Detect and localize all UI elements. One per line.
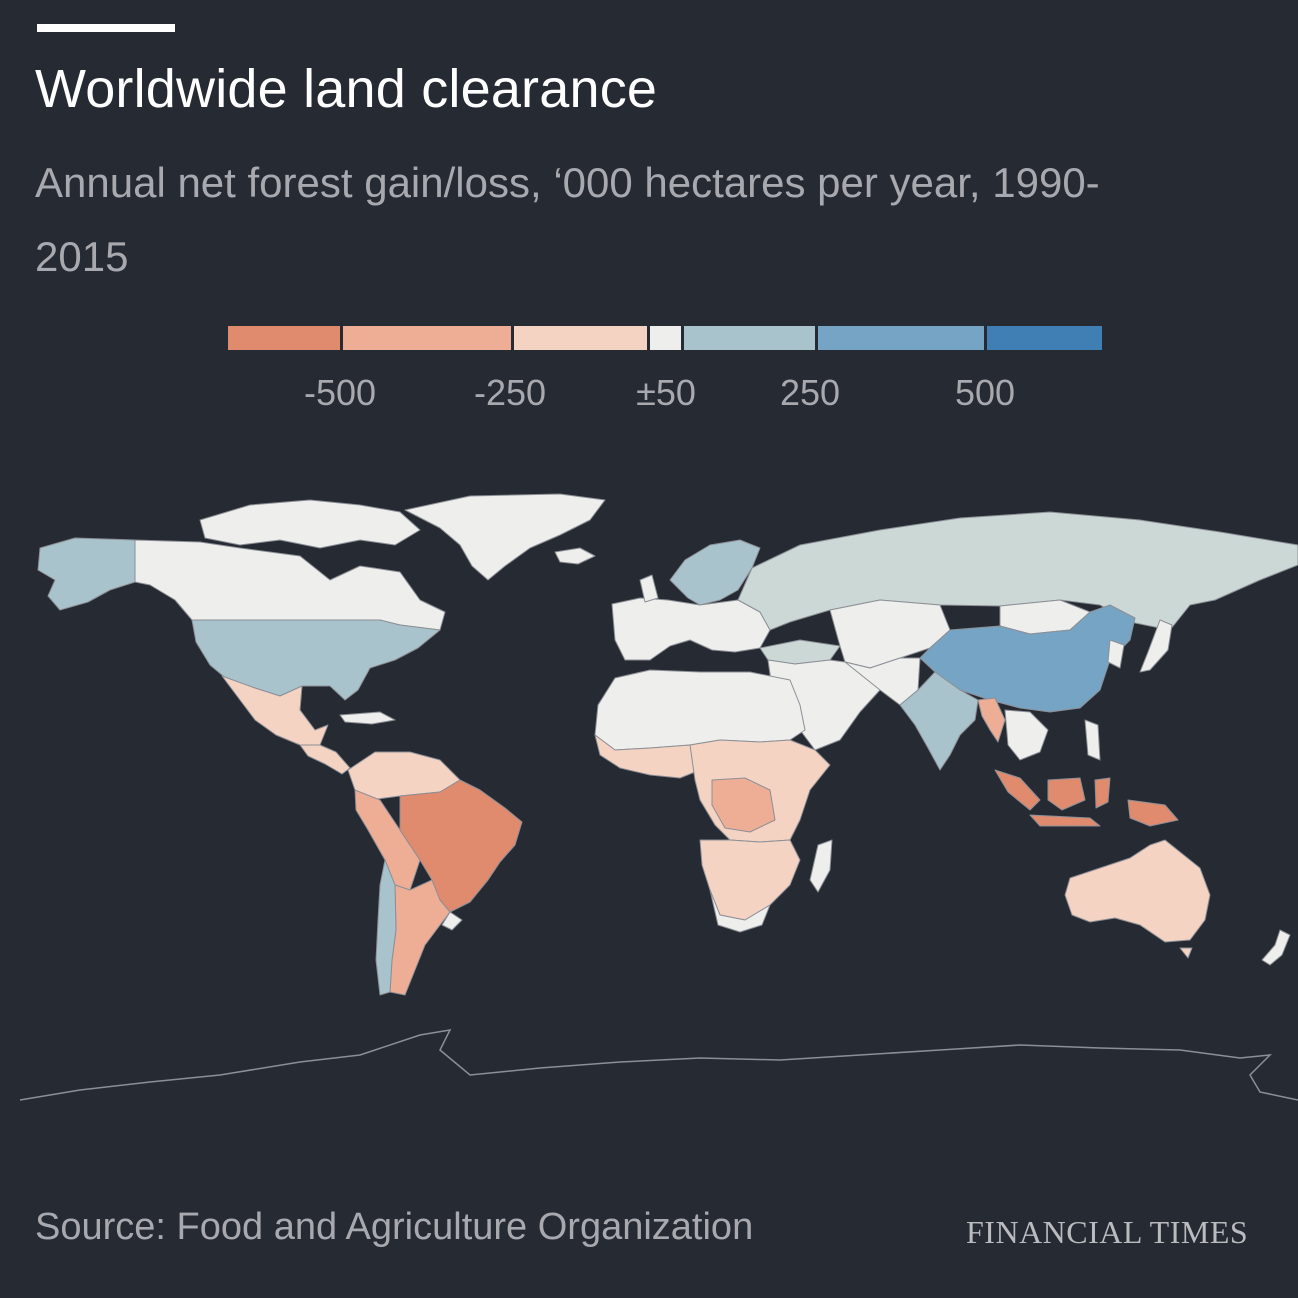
- chart-subtitle: Annual net forest gain/loss, ‘000 hectar…: [35, 159, 1100, 280]
- region-central-asia: [829, 599, 951, 669]
- region-north-africa: [594, 669, 806, 751]
- region-new-zealand: [1261, 929, 1291, 966]
- region-java: [1029, 814, 1101, 827]
- region-korea: [1107, 639, 1125, 669]
- legend-label: -250: [473, 372, 547, 413]
- source-note: Source: Food and Agriculture Organizatio…: [35, 1206, 754, 1248]
- region-iran-afghanistan: [844, 657, 921, 706]
- legend-label: 500: [954, 372, 1016, 413]
- legend-bar: [228, 326, 1102, 350]
- legend-bin-loss-over-500: [228, 326, 340, 350]
- region-southern-africa: [699, 839, 801, 921]
- region-brazil: [399, 779, 523, 913]
- region-antarctica-outline: [19, 1029, 1298, 1101]
- legend-bin-gain-over-500: [987, 326, 1102, 350]
- region-borneo: [1047, 777, 1086, 811]
- legend-bin-gain-50-250: [684, 326, 815, 350]
- ft-top-rule: [37, 24, 175, 32]
- legend-label: ±50: [636, 372, 696, 413]
- chart-title: Worldwide land clearance: [35, 59, 658, 119]
- region-west-africa: [594, 734, 701, 779]
- region-caribbean: [339, 711, 396, 725]
- legend-bin-loss-50-250: [514, 326, 647, 350]
- world-map: [19, 493, 1298, 1101]
- region-sulawesi: [1094, 777, 1111, 809]
- region-malaysia-sumatra: [994, 769, 1041, 811]
- region-uk: [639, 574, 659, 603]
- legend-label: 250: [779, 372, 841, 413]
- region-south-africa: [709, 889, 771, 933]
- region-uruguay: [441, 911, 463, 931]
- region-tasmania: [1179, 947, 1193, 959]
- region-iceland: [554, 547, 596, 565]
- legend-bin-loss-250-500: [343, 326, 511, 350]
- legend-bin-neutral: [650, 326, 681, 350]
- region-chile: [375, 859, 397, 996]
- ft-logo: FINANCIAL TIMES: [966, 1214, 1249, 1250]
- region-europe: [611, 597, 771, 661]
- region-canada: [134, 539, 446, 631]
- region-japan: [1139, 619, 1173, 673]
- legend-bin-gain-250-500: [818, 326, 984, 350]
- region-alaska: [37, 537, 136, 611]
- region-congo-basin: [711, 777, 776, 833]
- region-madagascar: [809, 839, 833, 893]
- region-usa: [191, 619, 441, 701]
- region-arctic-islands: [199, 499, 421, 549]
- region-philippines: [1084, 719, 1101, 761]
- region-australia: [1064, 839, 1211, 943]
- region-new-guinea: [1127, 799, 1179, 827]
- legend-label: -500: [303, 372, 377, 413]
- region-mexico: [221, 675, 329, 746]
- region-central-america: [299, 744, 351, 775]
- color-legend: -500 -250 ±50 250 500: [228, 326, 1102, 426]
- region-indochina: [1004, 709, 1049, 761]
- region-greenland: [404, 493, 606, 581]
- region-myanmar: [977, 697, 1006, 743]
- region-india: [899, 671, 979, 771]
